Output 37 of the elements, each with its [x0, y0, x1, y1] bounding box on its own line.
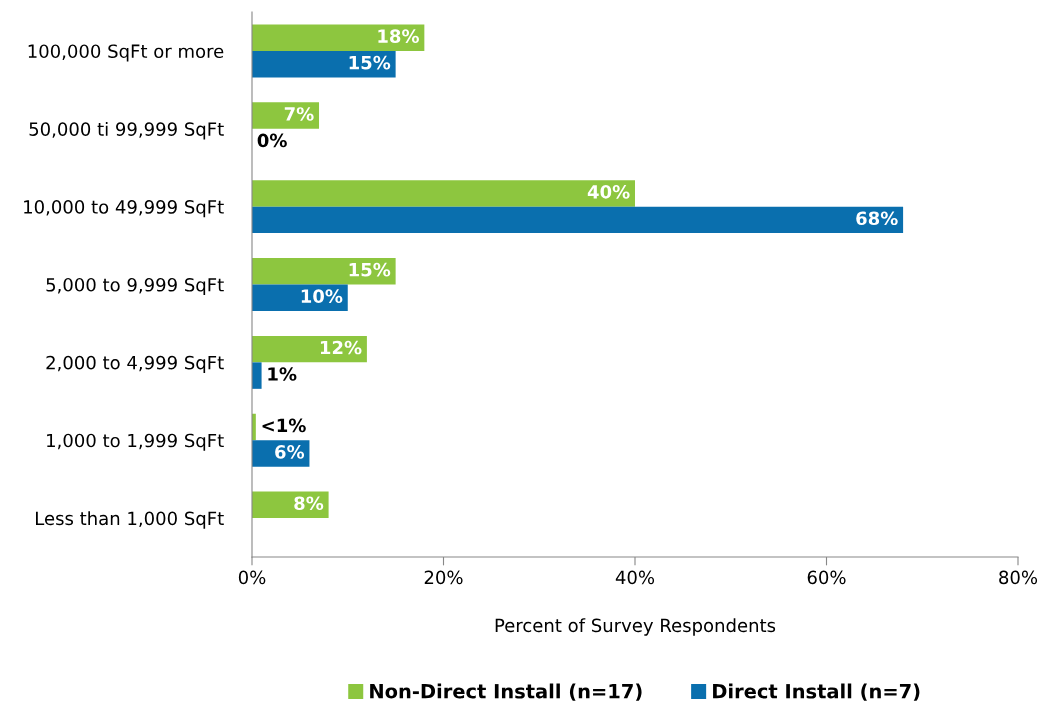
- data-label: 0%: [257, 133, 287, 148]
- x-tick-label: 60%: [807, 570, 846, 585]
- y-tick-label: 50,000 ti 99,999 SqFt: [29, 121, 224, 140]
- data-label: 6%: [275, 445, 305, 459]
- data-label: 12%: [320, 340, 362, 355]
- x-tick-label: 40%: [615, 570, 655, 585]
- bar: [252, 50, 396, 78]
- bar: [252, 258, 396, 285]
- bar: [252, 362, 262, 389]
- data-label: 40%: [587, 184, 630, 199]
- data-label: 68%: [856, 211, 898, 226]
- x-tick-label: 20%: [424, 570, 463, 585]
- y-tick-label: 1,000 to 1,999 SqFt: [47, 433, 224, 451]
- y-tick-label: 5,000 to 9,999 SqFt: [46, 277, 224, 296]
- data-label: 10%: [301, 289, 343, 303]
- y-tick-label: 2,000 to 4,999 SqFt: [46, 355, 224, 373]
- data-label: <1%: [262, 418, 306, 433]
- bar: [252, 180, 635, 207]
- data-label: 7%: [284, 107, 314, 121]
- bar: [252, 206, 904, 234]
- data-label: 15%: [349, 55, 391, 70]
- x-tick-label: 0%: [238, 570, 266, 585]
- data-label: 15%: [349, 262, 391, 277]
- y-tick-label: 10,000 to 49,999 SqFt: [24, 200, 224, 218]
- x-axis-title: Percent of Survey Respondents: [495, 618, 776, 636]
- x-tick-label: 80%: [999, 570, 1038, 585]
- bar: [252, 24, 425, 51]
- data-label: 8%: [294, 496, 324, 511]
- legend-label: Direct Install (n=7): [713, 683, 920, 701]
- data-label: 1%: [268, 367, 297, 381]
- bar: [252, 335, 367, 363]
- legend-label: Non-Direct Install (n=17): [370, 683, 642, 701]
- bar: [252, 284, 348, 311]
- y-tick-label: Less than 1,000 SqFt: [36, 511, 224, 529]
- data-label: 18%: [378, 29, 419, 43]
- bar: [252, 102, 320, 129]
- y-tick-label: 100,000 SqFt or more: [28, 44, 224, 62]
